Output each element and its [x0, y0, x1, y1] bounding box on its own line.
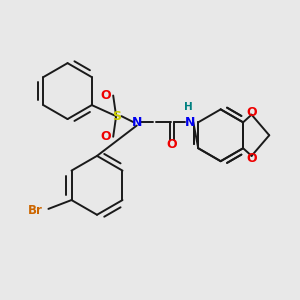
Text: O: O: [167, 138, 177, 151]
Text: O: O: [246, 152, 257, 165]
Text: O: O: [100, 130, 111, 143]
Text: S: S: [112, 110, 121, 123]
Text: Br: Br: [28, 204, 43, 217]
Text: N: N: [184, 116, 195, 128]
Text: O: O: [100, 89, 111, 102]
Text: H: H: [184, 102, 193, 112]
Text: O: O: [246, 106, 257, 119]
Text: N: N: [132, 116, 142, 128]
